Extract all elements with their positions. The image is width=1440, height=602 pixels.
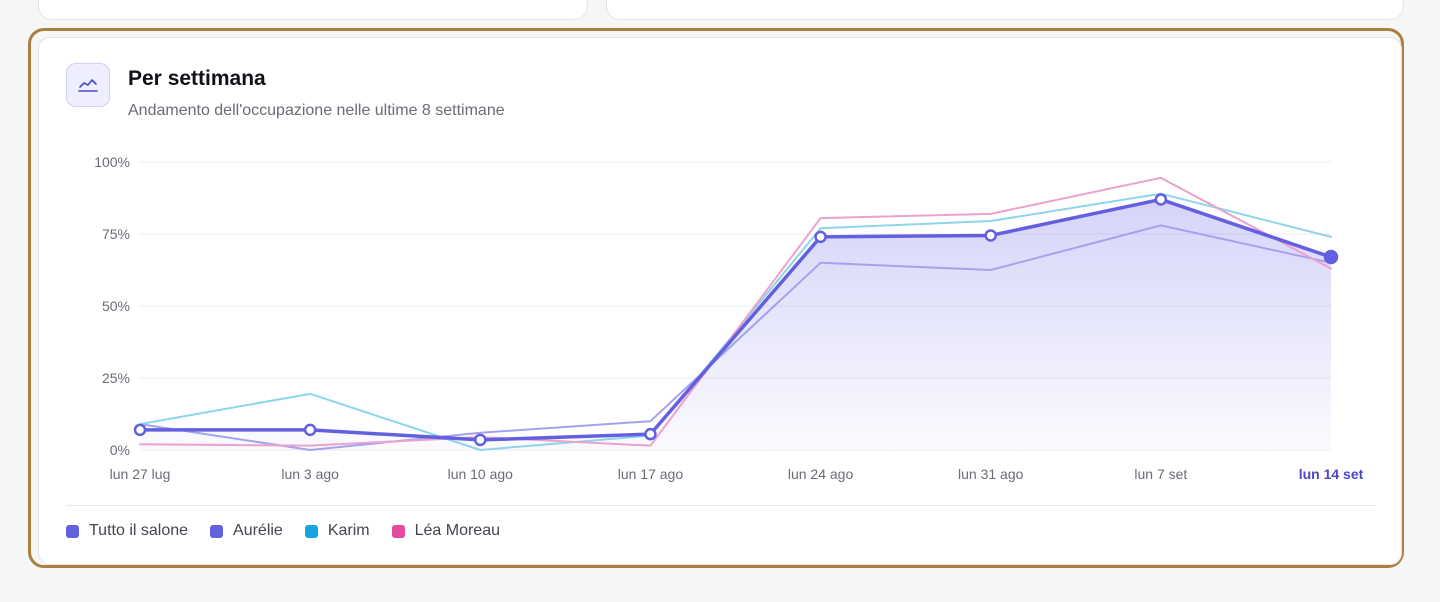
data-point[interactable] bbox=[474, 433, 487, 447]
legend-label: Léa Moreau bbox=[414, 522, 500, 539]
data-point[interactable] bbox=[303, 423, 317, 437]
x-tick-label-current: lun 14 set bbox=[1299, 466, 1364, 482]
legend-swatch bbox=[66, 524, 79, 538]
chart-legend: Tutto il salone Aurélie Karim Léa Moreau bbox=[66, 522, 522, 540]
x-tick-label: lun 3 ago bbox=[281, 466, 339, 482]
series-line-tutto-il-salone bbox=[138, 197, 1333, 442]
data-point[interactable] bbox=[814, 230, 827, 244]
legend-item-karim[interactable]: Karim bbox=[304, 522, 370, 540]
x-tick-label: lun 31 ago bbox=[958, 466, 1024, 482]
legend-label: Karim bbox=[327, 522, 370, 539]
x-tick-label: lun 27 lug bbox=[110, 466, 171, 482]
y-tick-label: 0% bbox=[110, 442, 130, 458]
card-title: Per settimana bbox=[128, 67, 266, 90]
card-subtitle: Andamento dell'occupazione nelle ultime … bbox=[128, 102, 505, 119]
legend-swatch bbox=[391, 524, 405, 538]
legend-label: Aurélie bbox=[233, 522, 283, 539]
x-tick-label: lun 17 ago bbox=[618, 466, 684, 482]
data-point[interactable] bbox=[133, 423, 147, 437]
y-tick-label: 50% bbox=[102, 298, 130, 314]
focus-highlight-frame bbox=[28, 28, 1404, 568]
series-line-aurelie bbox=[139, 224, 1332, 451]
x-tick-label: lun 10 ago bbox=[448, 466, 514, 482]
legend-label: Tutto il salone bbox=[89, 522, 189, 539]
series-line-lea-moreau bbox=[139, 176, 1332, 447]
x-tick-label: lun 24 ago bbox=[788, 466, 854, 482]
legend-swatch bbox=[210, 524, 224, 538]
x-tick-label: lun 7 set bbox=[1134, 466, 1187, 482]
data-point-current[interactable] bbox=[1323, 249, 1339, 265]
y-tick-label: 75% bbox=[102, 226, 130, 242]
data-point[interactable] bbox=[644, 427, 657, 441]
legend-item-lea-moreau[interactable]: Léa Moreau bbox=[391, 522, 500, 540]
data-point[interactable] bbox=[984, 229, 997, 242]
legend-swatch bbox=[304, 524, 318, 538]
y-tick-label: 100% bbox=[94, 154, 130, 170]
legend-item-tutto-il-salone[interactable]: Tutto il salone bbox=[66, 522, 188, 540]
legend-divider bbox=[66, 505, 1376, 506]
series-area-tutto-il-salone bbox=[140, 199, 1331, 450]
data-point[interactable] bbox=[1154, 193, 1168, 206]
y-tick-label: 25% bbox=[102, 370, 130, 386]
legend-item-aurelie[interactable]: Aurélie bbox=[210, 522, 283, 540]
line-chart-icon bbox=[66, 63, 110, 107]
